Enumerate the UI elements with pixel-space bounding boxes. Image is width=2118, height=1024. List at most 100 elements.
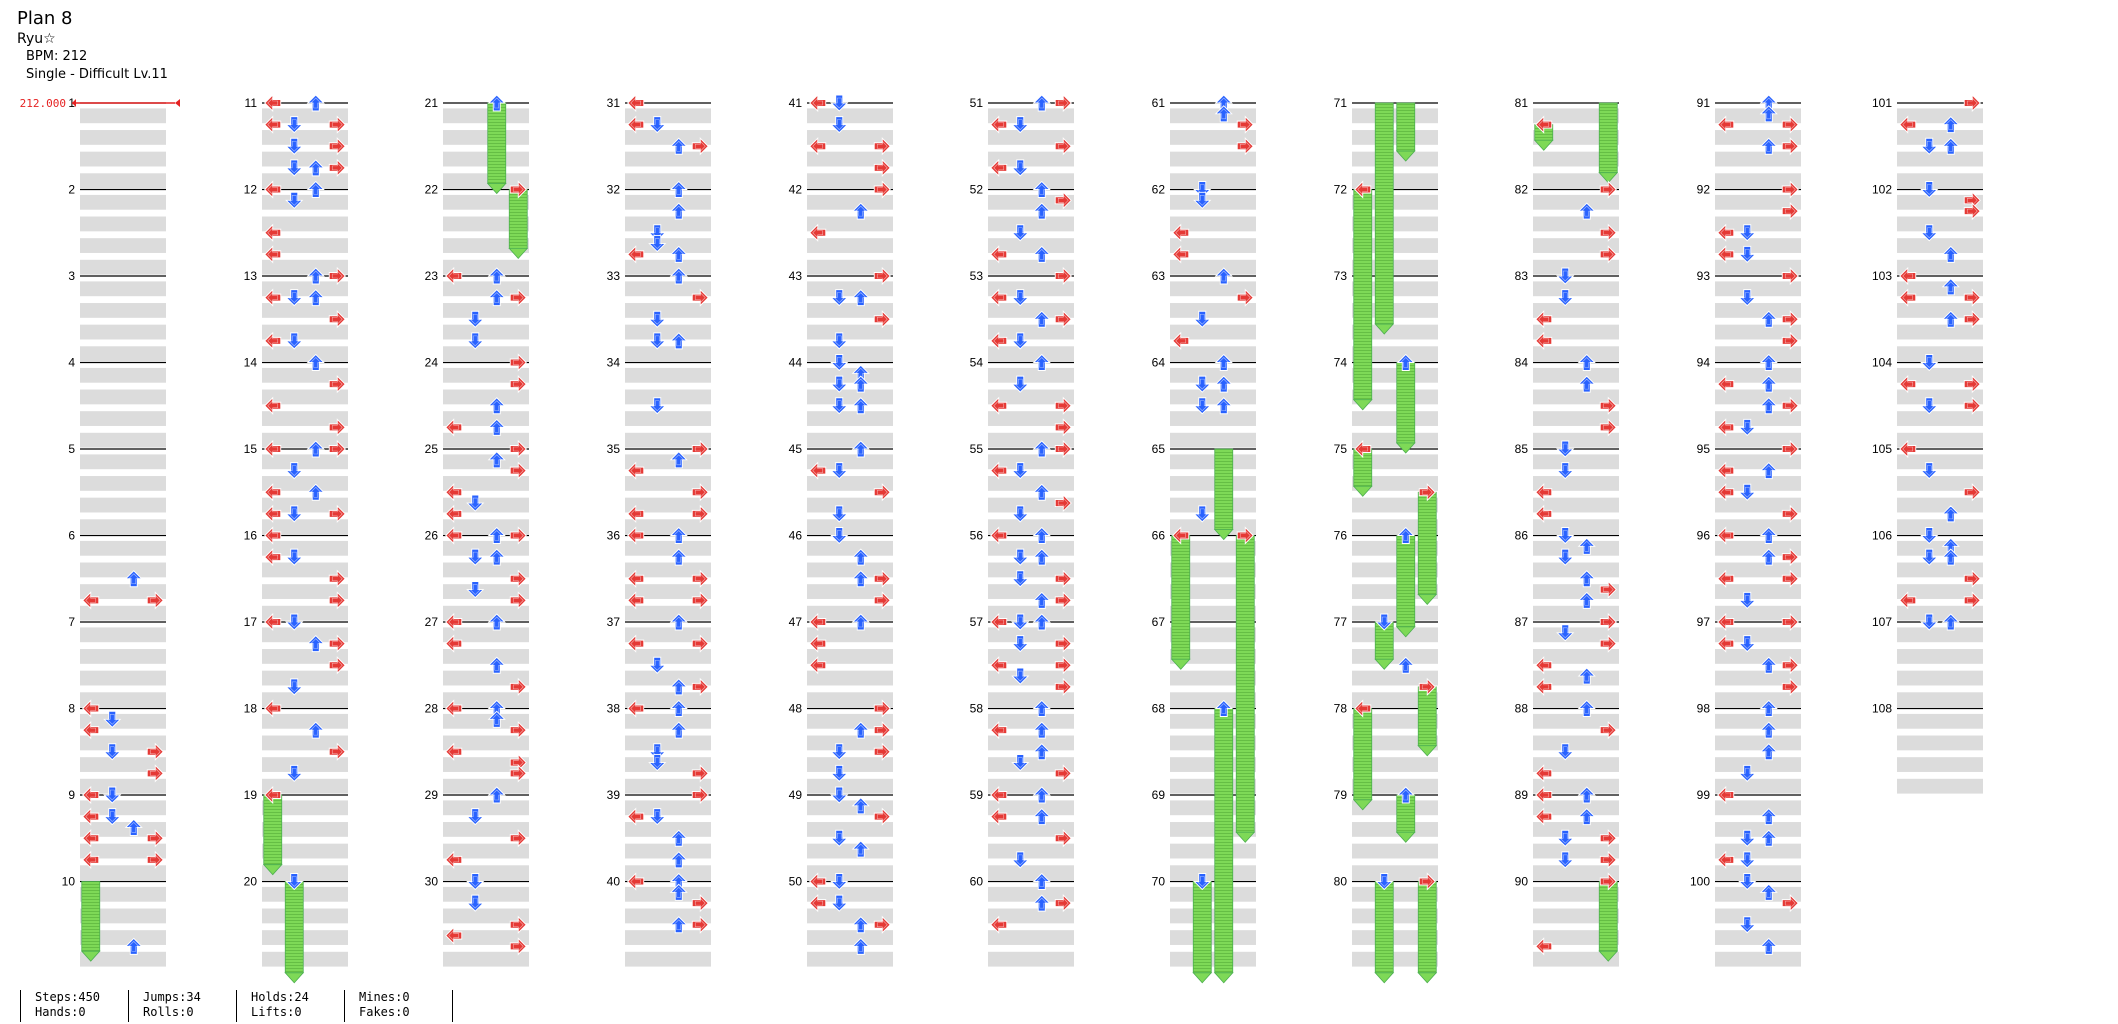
measure-number: 83: [1515, 269, 1529, 283]
measure-number: 100: [1690, 875, 1710, 889]
hold-body: [1396, 102, 1416, 152]
beat-band: [807, 930, 893, 945]
up-arrow-icon: [1941, 115, 1960, 134]
right-arrow-icon: [1599, 245, 1617, 264]
up-arrow-icon: [1032, 548, 1051, 566]
beat-band: [1352, 951, 1438, 967]
hold-note: [1395, 362, 1416, 454]
beat-band: [1352, 238, 1438, 253]
beat-band: [1352, 281, 1438, 297]
hold-tail: [1213, 529, 1234, 541]
beat-band: [988, 324, 1074, 340]
left-arrow-icon: [1172, 223, 1190, 242]
beat-band: [1352, 627, 1438, 643]
up-arrow-icon: [487, 418, 506, 436]
beat-band: [443, 432, 529, 448]
beat-band: [1170, 324, 1256, 340]
measure-87: 87: [1515, 615, 1619, 708]
right-arrow-icon: [1599, 180, 1617, 199]
measure-number: 8: [68, 702, 75, 716]
beat-band: [807, 497, 893, 513]
right-arrow-icon: [328, 591, 346, 610]
right-arrow-icon: [691, 634, 709, 653]
left-arrow-icon: [1717, 850, 1735, 869]
down-arrow-icon: [648, 743, 667, 761]
beat-band: [1533, 627, 1619, 643]
left-arrow-icon: [809, 223, 827, 242]
down-arrow-icon: [1920, 613, 1939, 631]
measure-105: 105: [1872, 442, 1983, 535]
beat-band: [625, 865, 711, 881]
down-arrow-icon: [466, 310, 485, 328]
right-arrow-icon: [1054, 829, 1072, 848]
beat-band: [1533, 930, 1619, 945]
beat-band: [1352, 411, 1438, 426]
beat-band: [1715, 713, 1801, 729]
measure-number: 20: [244, 875, 258, 889]
beat-band: [988, 562, 1074, 578]
measure-number: 34: [607, 356, 621, 370]
measure-number: 108: [1872, 702, 1892, 716]
bpm-change-value: 212.000: [20, 97, 66, 110]
right-arrow-icon: [328, 656, 346, 675]
hold-body: [1353, 708, 1373, 801]
beat-band: [1170, 627, 1256, 643]
beat-band: [1533, 194, 1619, 210]
beat-band: [262, 411, 348, 426]
beat-band: [807, 238, 893, 253]
beat-band: [988, 346, 1074, 362]
right-arrow-icon: [1054, 569, 1072, 588]
beat-band: [988, 389, 1074, 405]
beat-band: [262, 281, 348, 297]
beat-band: [1352, 151, 1438, 167]
up-arrow-icon: [669, 851, 688, 869]
measure-102: 102: [1872, 183, 1983, 275]
measure-81: 81: [1515, 96, 1619, 189]
up-arrow-icon: [1032, 440, 1051, 458]
up-arrow-icon: [1577, 786, 1596, 804]
beat-band: [1897, 649, 1983, 664]
beat-band: [625, 930, 711, 945]
measure-number: 17: [244, 615, 258, 629]
hold-note: [284, 881, 305, 984]
up-arrow-icon: [487, 288, 506, 307]
beat-band: [1715, 605, 1801, 621]
left-arrow-icon: [82, 850, 100, 869]
stat-value: Lifts:0: [251, 1005, 302, 1019]
measure-number: 76: [1334, 529, 1348, 543]
right-arrow-icon: [509, 180, 527, 199]
beat-band: [1170, 108, 1256, 124]
left-arrow-icon: [627, 526, 645, 545]
left-arrow-icon: [445, 850, 463, 869]
hold-note: [1352, 708, 1373, 811]
measure-number: 63: [1152, 269, 1166, 283]
beat-band: [80, 562, 166, 578]
hold-note: [486, 102, 507, 195]
beat-band: [1715, 281, 1801, 297]
left-arrow-icon: [1717, 115, 1735, 134]
measure-77: 77: [1334, 615, 1438, 708]
beat-band: [1897, 713, 1983, 729]
beat-band: [988, 757, 1074, 772]
beat-band: [1170, 692, 1256, 708]
measure-number: 44: [789, 356, 803, 370]
measure-number: 69: [1152, 788, 1166, 802]
right-arrow-icon: [1054, 894, 1072, 913]
down-arrow-icon: [1193, 181, 1212, 199]
beat-band: [1897, 605, 1983, 621]
left-arrow-icon: [990, 526, 1008, 545]
right-arrow-icon: [1054, 137, 1072, 156]
beat-band: [988, 303, 1074, 318]
beat-band: [1352, 389, 1438, 405]
left-arrow-icon: [1717, 612, 1735, 632]
beat-band: [1352, 476, 1438, 491]
up-arrow-icon: [1759, 461, 1778, 480]
beat-band: [80, 238, 166, 253]
beat-band: [1170, 238, 1256, 253]
left-arrow-icon: [990, 158, 1008, 177]
hold-note: [1395, 535, 1416, 638]
up-arrow-icon: [487, 397, 506, 415]
beat-band: [262, 497, 348, 513]
measure-number: 48: [789, 702, 803, 716]
beat-band: [80, 713, 166, 729]
